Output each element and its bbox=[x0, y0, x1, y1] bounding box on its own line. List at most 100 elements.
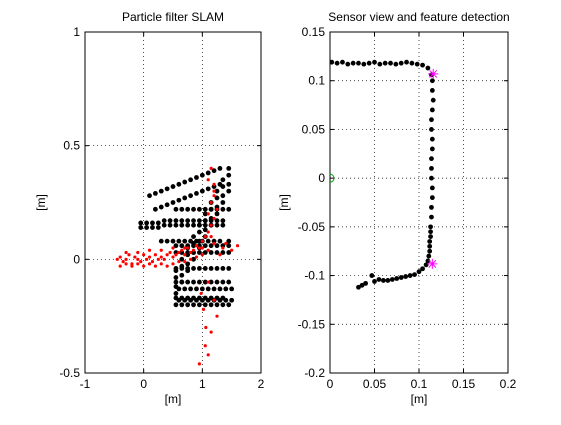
chart-2-scan-points-point bbox=[429, 156, 434, 162]
chart-1-map-points-point bbox=[211, 286, 217, 292]
chart-1-map-points-point bbox=[220, 184, 226, 189]
chart-1-map-points-point bbox=[208, 266, 214, 271]
chart-1-particles-point bbox=[197, 246, 201, 250]
chart-1-map-points-point bbox=[226, 279, 232, 285]
chart-2-y-tick-label: -0.2 bbox=[304, 366, 325, 380]
chart-2-x-tick-label: 0 bbox=[327, 377, 334, 391]
chart-1-map-points-point bbox=[202, 250, 208, 255]
chart-1-map-points-point bbox=[158, 204, 164, 210]
chart-1-particles-point bbox=[224, 241, 228, 246]
chart-1-map-points-point bbox=[173, 218, 179, 224]
chart-2-scan-points-point bbox=[429, 146, 435, 152]
chart-1-map-points-point bbox=[202, 279, 208, 285]
chart-1-map-points-point bbox=[205, 186, 211, 192]
chart-1-map-points-point bbox=[191, 243, 196, 249]
chart-1-map-points-point bbox=[185, 302, 191, 308]
chart-2-scan-points-point bbox=[429, 88, 435, 93]
chart-2-x-tick-label: 0.2 bbox=[500, 377, 517, 391]
chart-1-map-points-point bbox=[202, 302, 208, 308]
chart-1-map-points-point bbox=[194, 191, 199, 196]
chart-1-map-points-point bbox=[194, 286, 199, 292]
chart-1-map-points-point bbox=[176, 297, 182, 303]
chart-1-map-points-point bbox=[211, 168, 217, 174]
chart-2-scan-points-point bbox=[350, 60, 356, 66]
chart-2-scan-points-point bbox=[372, 59, 377, 65]
chart-1-map-points-point bbox=[185, 243, 191, 249]
chart-1-map-points-point bbox=[214, 222, 220, 228]
chart-2: 0 0.05 0.1 0.15 0.2 -0.2 -0.15 -0.1 -0.05 0 0.05 0.… bbox=[277, 10, 517, 406]
chart-1-map-points-point bbox=[161, 222, 167, 228]
chart-1-map-points-point bbox=[173, 302, 179, 308]
chart-1-particles-point bbox=[136, 250, 140, 255]
chart-2-scan-points-point bbox=[366, 60, 372, 66]
chart-1-particles-point bbox=[209, 166, 213, 170]
chart-1-particles-point bbox=[127, 253, 131, 257]
chart-2-y-tick-label: -0.05 bbox=[298, 220, 326, 234]
chart-1-particles-point bbox=[136, 257, 140, 261]
chart-1-title: Particle filter SLAM bbox=[122, 10, 224, 24]
chart-1-map-points-point bbox=[144, 220, 150, 226]
chart-1-particles-point bbox=[142, 253, 146, 257]
chart-1-map-points-point bbox=[191, 266, 196, 271]
chart-1-map-points-point bbox=[197, 279, 202, 285]
chart-1-particles-point bbox=[215, 207, 219, 211]
chart-1-particles-point bbox=[130, 262, 134, 266]
chart-1-map-points-point bbox=[217, 286, 223, 292]
chart-2-scan-points-point bbox=[409, 60, 415, 66]
chart-1-particles-point bbox=[189, 257, 193, 261]
chart-2-scan-points-point bbox=[425, 258, 431, 264]
chart-1-map-points-point bbox=[202, 218, 208, 224]
chart-1-map-points-point bbox=[208, 243, 214, 249]
chart-2-scan-points-point bbox=[393, 61, 399, 67]
chart-2-scan-points-point bbox=[420, 62, 425, 68]
chart-1-particles-point bbox=[159, 248, 163, 252]
chart-1-map-points-point bbox=[220, 302, 226, 308]
chart-1-particles-point bbox=[206, 248, 210, 252]
chart-2-scan-points-point bbox=[423, 262, 429, 268]
chart-1-particles-point bbox=[212, 241, 216, 246]
chart-1-map-points-point bbox=[182, 297, 188, 303]
chart-1-map-points-point bbox=[179, 302, 185, 308]
chart-1-map-points-point bbox=[188, 286, 194, 292]
chart-1-map-points-point bbox=[185, 206, 191, 212]
chart-1-map-points-point bbox=[144, 225, 150, 230]
chart-1-map-points-point bbox=[197, 302, 202, 308]
chart-1-particles-point bbox=[147, 248, 152, 252]
chart-1-map-points-point bbox=[205, 297, 211, 303]
chart-1-particles-point bbox=[206, 353, 210, 357]
chart-1-particles-point bbox=[183, 260, 187, 264]
chart-2-scan-points-point bbox=[356, 60, 361, 66]
chart-1-map-points-point bbox=[173, 279, 179, 285]
chart-1-map-points-point bbox=[170, 238, 176, 244]
chart-1-map-points-point bbox=[194, 297, 199, 303]
chart-1-particles-point bbox=[183, 246, 187, 250]
chart-1-particles-point bbox=[197, 362, 201, 366]
chart-2-scan-points-point bbox=[429, 204, 434, 210]
chart-1-map-points-point bbox=[208, 279, 214, 285]
chart-1-y-tick-label: -0.5 bbox=[59, 366, 80, 380]
chart-1-map-points-point bbox=[158, 238, 164, 244]
chart-1-map-points-point bbox=[197, 229, 202, 235]
chart-2-scan-points-point bbox=[425, 65, 431, 71]
chart-1-particles-point bbox=[209, 200, 213, 205]
chart-1-particles-point bbox=[206, 178, 210, 182]
chart-1-data bbox=[115, 166, 240, 366]
chart-1-map-points-point bbox=[191, 256, 196, 262]
chart-1-map-points-point bbox=[205, 238, 211, 244]
chart-1-map-points-point bbox=[226, 206, 232, 212]
chart-1-x-tick-label: -1 bbox=[80, 377, 91, 391]
chart-1-map-points-point bbox=[155, 225, 161, 230]
chart-2-scan-points-point bbox=[427, 243, 433, 249]
chart-2-x-tick-label: 0.15 bbox=[452, 377, 476, 391]
chart-1-map-points-point bbox=[176, 238, 182, 244]
chart-1-y-tick-label: 0 bbox=[73, 252, 80, 266]
chart-2-data bbox=[330, 59, 439, 290]
chart-1-particles-point bbox=[168, 250, 172, 255]
chart-1-map-points-point bbox=[226, 181, 232, 187]
chart-1-particles-point bbox=[147, 262, 152, 266]
chart-1-map-points-point bbox=[164, 238, 170, 244]
chart-1-map-points-point bbox=[191, 279, 196, 285]
chart-1-particles-point bbox=[136, 262, 140, 266]
